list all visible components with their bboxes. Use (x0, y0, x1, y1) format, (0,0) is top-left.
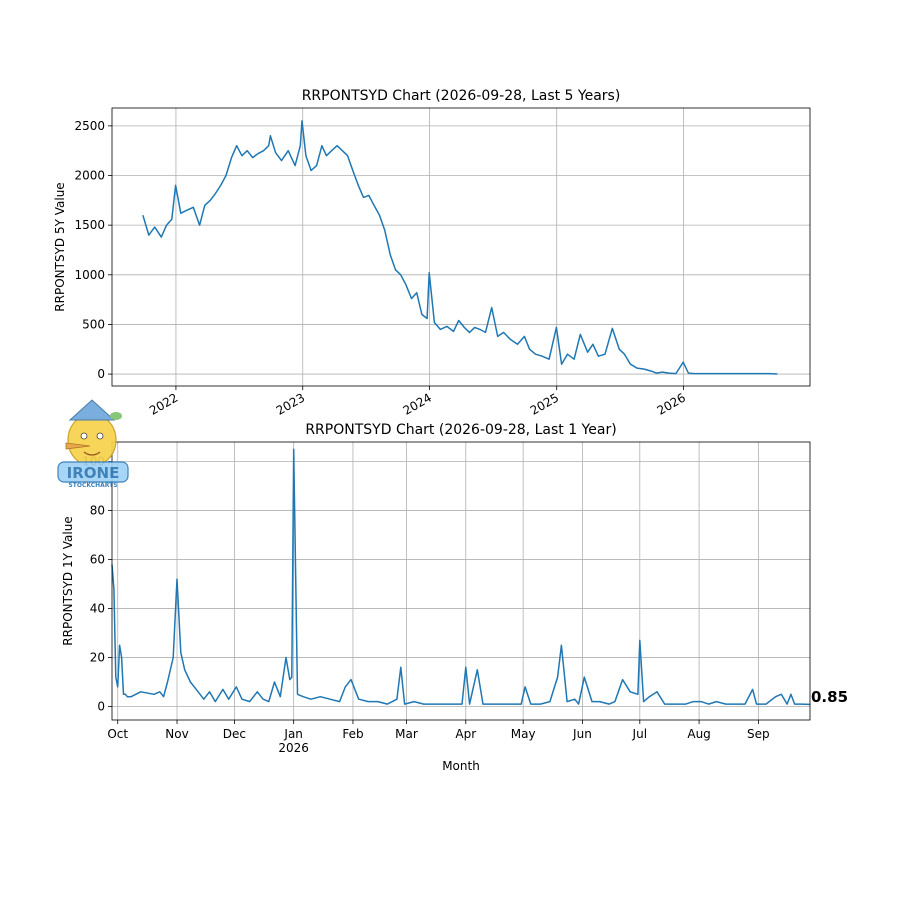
chart-5y-ticks: 0 500 1000 1500 2000 2500 2022 2023 2024 2025 2026 (74, 119, 688, 418)
x-tick-label: Sep (747, 727, 770, 741)
x-tick-label: 2023 (274, 390, 307, 417)
y-tick-label: 80 (90, 504, 105, 518)
chart-1y-ticks: 020406080100OctNovDecJan2026FebMarAprMay… (82, 455, 770, 755)
chart-5y-ylabel: RRPONTSYD 5Y Value (53, 182, 67, 311)
x-tick-label: May (511, 727, 536, 741)
x-tick-label: 2025 (528, 390, 561, 417)
x-tick-label: Jan 2026 (278, 727, 309, 755)
x-tick-label: 2024 (401, 390, 434, 417)
x-tick-label: 2022 (147, 390, 180, 417)
x-tick-label: Nov (165, 727, 188, 741)
y-tick-label: 500 (82, 317, 105, 331)
x-tick-label: 2026 (655, 390, 688, 417)
y-tick-label: 2500 (74, 119, 105, 133)
y-tick-label: 1500 (74, 218, 105, 232)
chart-5y-frame (111, 107, 811, 387)
x-tick-label: Oct (107, 727, 128, 741)
chart-1y-last-value-label: 0.85 (811, 688, 848, 706)
y-tick-label: 0 (97, 700, 105, 714)
x-tick-label: Jun (572, 727, 592, 741)
y-tick-label: 20 (90, 651, 105, 665)
chart-5y-title: RRPONTSYD Chart (2026-09-28, Last 5 Year… (302, 88, 621, 104)
chart-1y-grid (112, 442, 810, 720)
chart-1y-xlabel: Month (442, 759, 480, 773)
chart-1y-frame (111, 441, 811, 721)
watermark-text: IRONE (67, 464, 120, 482)
y-tick-label: 0 (97, 367, 105, 381)
x-tick-label: Aug (687, 727, 710, 741)
x-tick-label: Apr (455, 727, 476, 741)
x-tick-label: Jul (632, 727, 647, 741)
chart-1y: RRPONTSYD Chart (2026-09-28, Last 1 Year… (61, 422, 848, 773)
x-tick-label: Mar (395, 727, 418, 741)
watermark-subtext: STOCKCHARTS (68, 482, 117, 489)
y-tick-label: 60 (90, 553, 105, 567)
x-tick-label: Feb (342, 727, 363, 741)
x-tick-label: Dec (223, 727, 246, 741)
chart-5y-series-line (142, 120, 778, 375)
chart-5y: RRPONTSYD Chart (2026-09-28, Last 5 Year… (53, 88, 811, 418)
chart-1y-series-line (111, 448, 811, 706)
irone-watermark-logo: IRONE STOCKCHARTS (57, 399, 129, 489)
y-tick-label: 40 (90, 602, 105, 616)
chart-5y-grid (112, 108, 810, 386)
chart-1y-ylabel: RRPONTSYD 1Y Value (61, 516, 75, 645)
y-tick-label: 1000 (74, 268, 105, 282)
y-tick-label: 2000 (74, 169, 105, 183)
chart-1y-title: RRPONTSYD Chart (2026-09-28, Last 1 Year… (305, 422, 616, 438)
